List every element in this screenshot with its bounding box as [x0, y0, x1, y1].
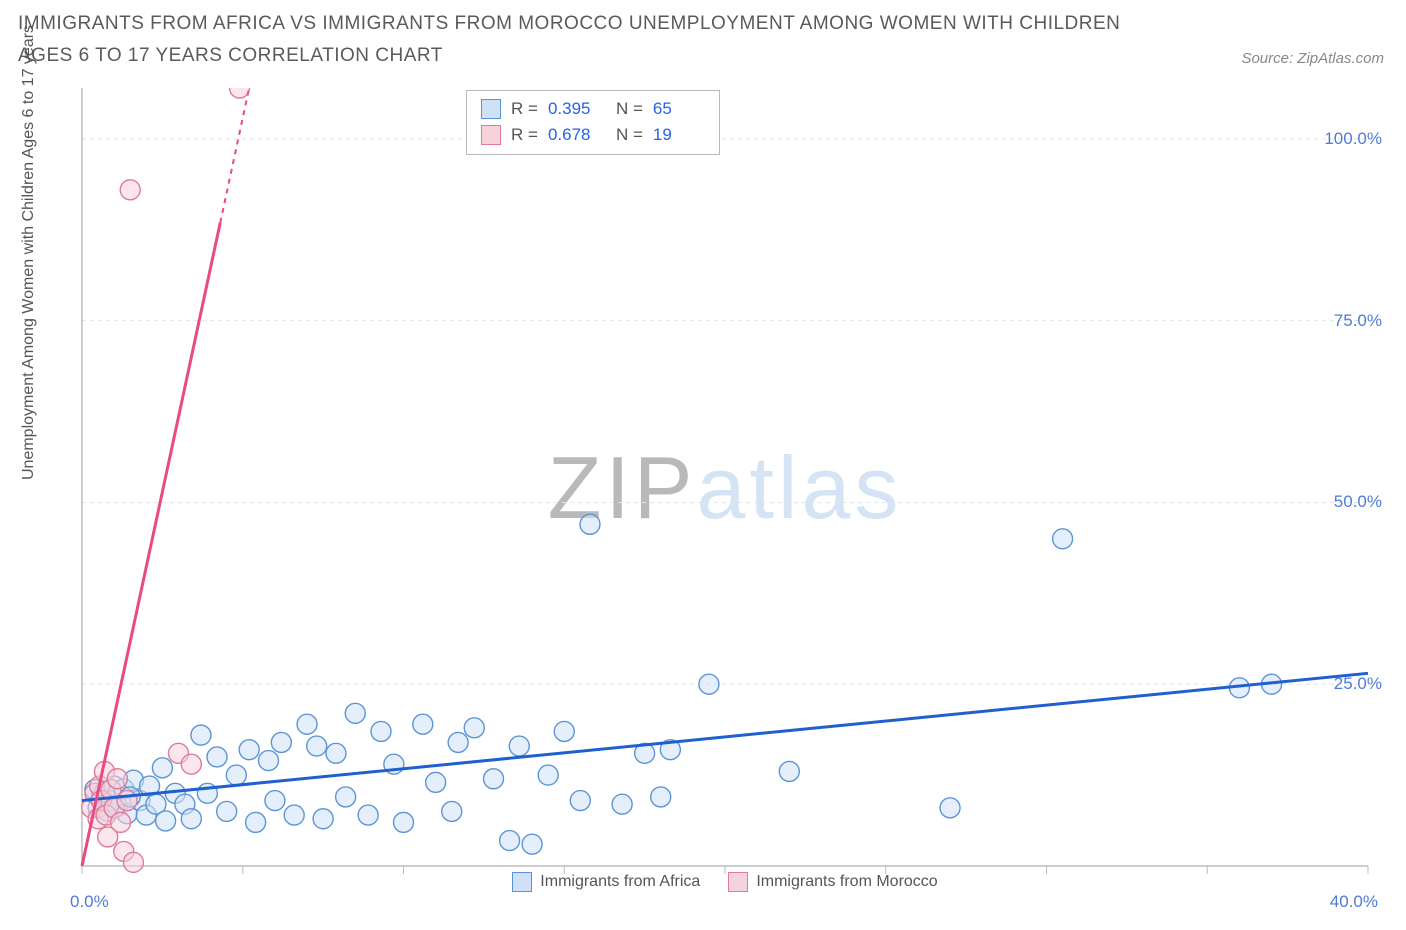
y-tick-label: 75.0%	[1322, 311, 1382, 331]
legend-item: Immigrants from Africa	[512, 872, 700, 892]
correlation-chart: ZIPatlas R = 0.395N = 65R = 0.678N = 19 …	[64, 88, 1386, 888]
legend-item: Immigrants from Morocco	[728, 872, 937, 892]
source-attribution: Source: ZipAtlas.com	[1241, 50, 1384, 67]
y-tick-label: 25.0%	[1322, 674, 1382, 694]
swatch-icon	[481, 125, 501, 145]
y-axis-label: Unemployment Among Women with Children A…	[20, 25, 38, 480]
stats-legend: R = 0.395N = 65R = 0.678N = 19	[466, 90, 720, 155]
y-tick-label: 50.0%	[1322, 492, 1382, 512]
swatch-icon	[728, 872, 748, 892]
swatch-icon	[512, 872, 532, 892]
y-tick-label: 100.0%	[1322, 129, 1382, 149]
stats-legend-row: R = 0.678N = 19	[481, 122, 705, 148]
swatch-icon	[481, 99, 501, 119]
x-axis-max-label: 40.0%	[1330, 892, 1378, 912]
page-title: IMMIGRANTS FROM AFRICA VS IMMIGRANTS FRO…	[18, 8, 1128, 73]
series-legend: Immigrants from Africa Immigrants from Mo…	[64, 872, 1386, 892]
stats-legend-row: R = 0.395N = 65	[481, 96, 705, 122]
x-axis-min-label: 0.0%	[70, 892, 109, 912]
chart-svg	[64, 88, 1386, 888]
